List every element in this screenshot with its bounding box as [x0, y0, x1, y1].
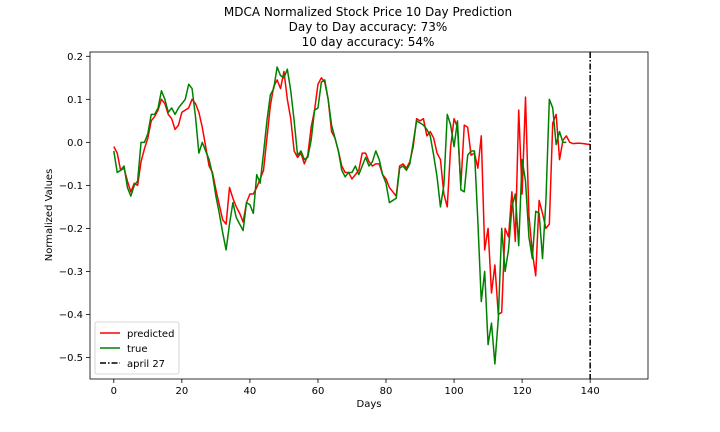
y-tick-label: 0.1	[67, 95, 83, 106]
y-tick-label: −0.5	[59, 353, 83, 364]
x-tick-label: 40	[244, 386, 257, 397]
axes-frame	[89, 51, 649, 380]
y-tick-label: 0.2	[67, 52, 83, 63]
x-tick-label: 100	[445, 386, 464, 397]
x-tick-label: 80	[380, 386, 393, 397]
series-line-true	[113, 66, 567, 365]
y-tick-label: −0.4	[59, 310, 83, 321]
chart-title-line-1: MDCA Normalized Stock Price 10 Day Predi…	[224, 5, 512, 19]
y-axis-label: Normalized Values	[44, 169, 55, 262]
y-tick-label: 0.0	[67, 138, 83, 149]
x-tick-label: 120	[513, 386, 532, 397]
legend-box	[94, 321, 180, 375]
x-axis-label: Days	[357, 399, 382, 410]
x-tick-label: 0	[111, 386, 117, 397]
x-axis: 0 20 40 60 80 100 120 140	[111, 379, 600, 397]
x-tick-label: 140	[581, 386, 600, 397]
chart-title-line-2: Day to Day accuracy: 73%	[289, 20, 448, 34]
y-axis: 0.2 0.1 0.0 −0.1 −0.2 −0.3 −0.4 −0.5	[59, 52, 90, 364]
y-tick-label: −0.1	[59, 181, 83, 192]
y-tick-label: −0.3	[59, 267, 83, 278]
legend-label-predicted: predicted	[127, 329, 174, 340]
y-tick-label: −0.2	[59, 224, 83, 235]
x-tick-label: 60	[312, 386, 325, 397]
series-line-predicted	[113, 70, 591, 316]
x-tick-label: 20	[175, 386, 188, 397]
legend: predicted true april 27	[94, 321, 180, 375]
plot-area	[113, 52, 591, 379]
legend-label-april-27: april 27	[127, 359, 165, 370]
chart-title-line-3: 10 day accuracy: 54%	[302, 35, 435, 49]
legend-label-true: true	[127, 344, 148, 355]
